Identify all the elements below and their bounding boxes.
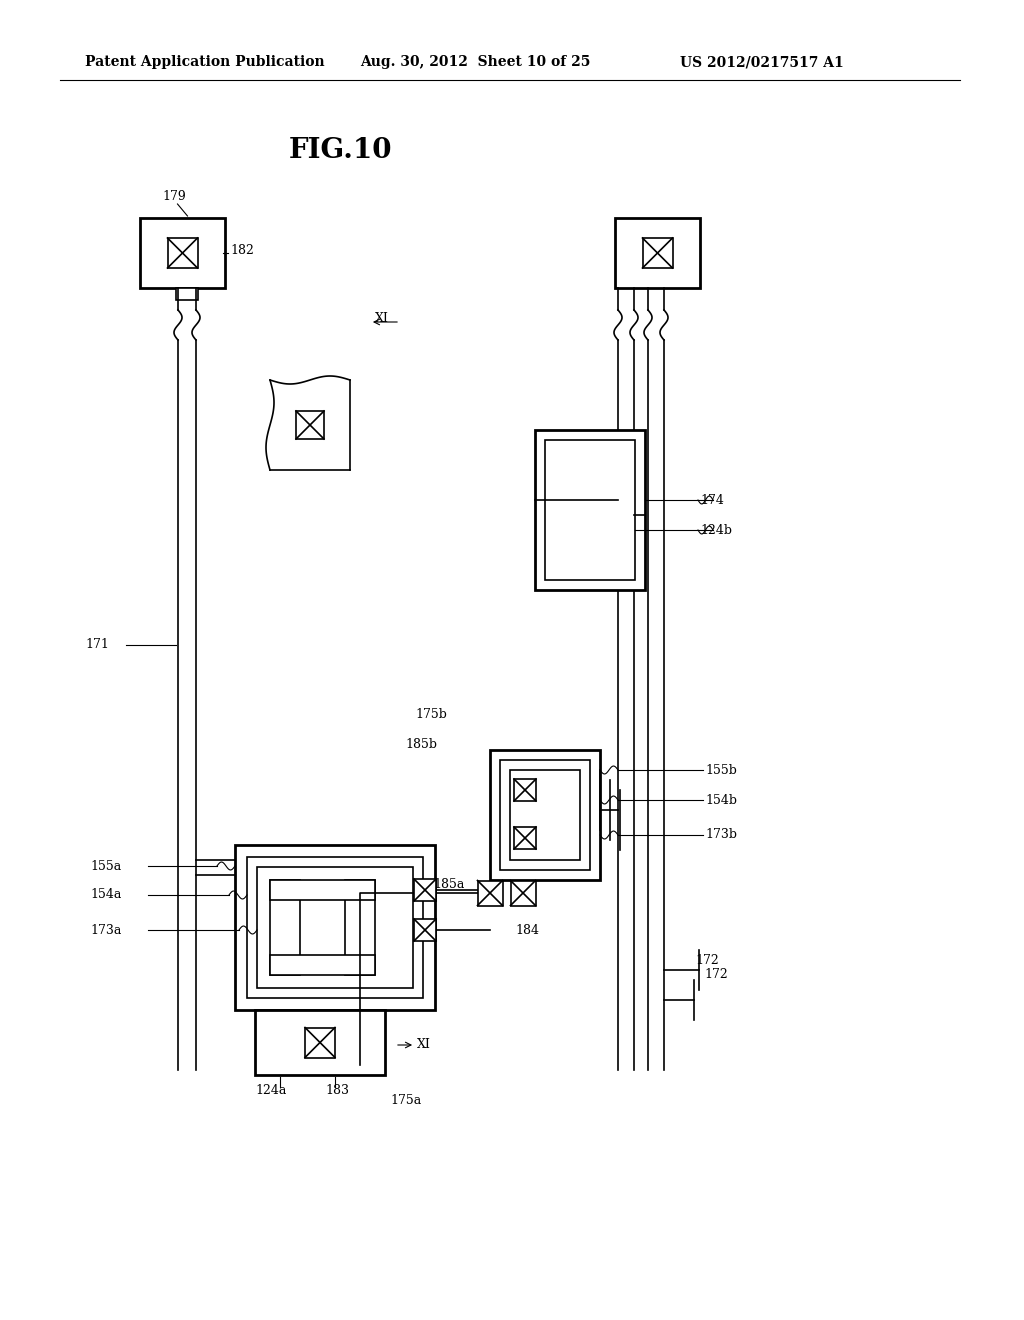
Bar <box>414 919 436 941</box>
Bar <box>270 880 375 900</box>
Text: 173a: 173a <box>90 924 122 936</box>
Bar <box>615 218 700 288</box>
Text: Aug. 30, 2012  Sheet 10 of 25: Aug. 30, 2012 Sheet 10 of 25 <box>360 55 591 69</box>
Bar <box>514 779 536 801</box>
Bar <box>490 750 600 880</box>
Text: XI: XI <box>375 313 389 326</box>
Bar <box>414 879 436 902</box>
Text: 183: 183 <box>325 1084 349 1097</box>
Text: 124a: 124a <box>255 1084 287 1097</box>
Bar <box>305 1027 335 1057</box>
Bar <box>270 880 300 975</box>
Bar <box>234 845 435 1010</box>
Bar <box>510 770 580 861</box>
Text: 179: 179 <box>163 190 186 202</box>
Bar <box>257 867 413 987</box>
Text: 172: 172 <box>695 953 719 966</box>
Bar <box>500 760 590 870</box>
Bar <box>168 238 198 268</box>
Bar <box>140 218 225 288</box>
Bar <box>477 880 503 906</box>
Text: 175b: 175b <box>415 709 446 722</box>
Bar <box>642 238 673 268</box>
Text: US 2012/0217517 A1: US 2012/0217517 A1 <box>680 55 844 69</box>
Bar <box>247 857 423 998</box>
Text: 154a: 154a <box>90 888 122 902</box>
Bar <box>514 828 536 849</box>
Text: 173b: 173b <box>705 829 737 842</box>
Text: 185b: 185b <box>406 738 437 751</box>
Text: 185a: 185a <box>433 879 464 891</box>
Bar <box>345 880 375 975</box>
Text: 184: 184 <box>515 924 539 936</box>
Text: FIG.10: FIG.10 <box>288 136 392 164</box>
Text: 155b: 155b <box>705 763 737 776</box>
Text: 175a: 175a <box>390 1093 421 1106</box>
Text: 172: 172 <box>705 969 728 982</box>
Bar <box>270 954 375 975</box>
Bar <box>535 430 645 590</box>
Text: 124b: 124b <box>700 524 732 536</box>
Bar <box>255 1010 385 1074</box>
Bar <box>176 288 198 300</box>
Text: 174: 174 <box>700 494 724 507</box>
Text: XI: XI <box>417 1039 431 1052</box>
Bar <box>545 440 635 579</box>
Text: 155a: 155a <box>90 859 121 873</box>
Bar <box>511 880 536 906</box>
Bar <box>296 411 324 440</box>
Text: 182: 182 <box>230 243 254 256</box>
Text: 171: 171 <box>85 639 109 652</box>
Text: 154b: 154b <box>705 793 737 807</box>
Text: Patent Application Publication: Patent Application Publication <box>85 55 325 69</box>
